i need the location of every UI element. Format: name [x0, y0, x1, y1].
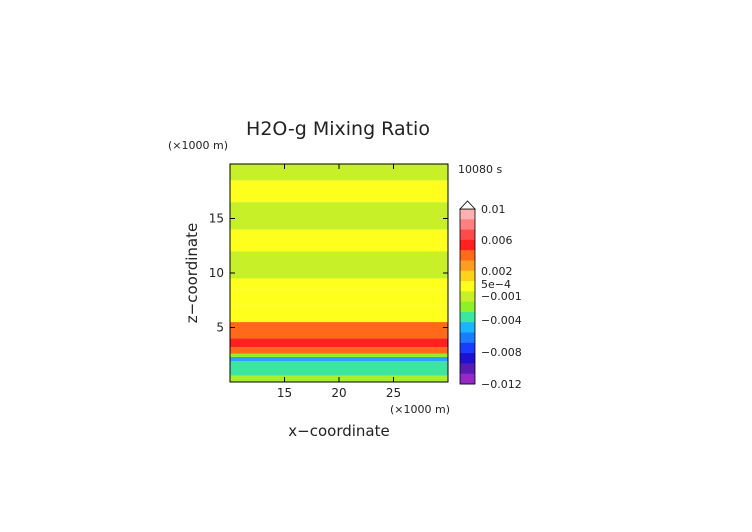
colorbar-arrow [459, 200, 476, 210]
x-axis-ticks: 15 20 25 [277, 164, 401, 400]
colorbar-swatch [460, 270, 475, 282]
colorbar [459, 200, 476, 385]
colorbar-swatch [460, 209, 475, 220]
y-unit-label: (×1000 m) [168, 139, 228, 152]
field-band [230, 356, 448, 362]
colorbar-label: 0.002 [481, 265, 513, 278]
y-tick-label: 15 [209, 212, 224, 226]
colorbar-swatch [460, 229, 475, 241]
field-band [230, 229, 448, 252]
colorbar-swatch [460, 373, 475, 385]
colorbar-swatch [460, 363, 475, 375]
field-band [230, 202, 448, 230]
colorbar-swatch [460, 332, 475, 344]
colorbar-label: −0.012 [481, 378, 522, 391]
colorbar-label: 5e−4 [481, 278, 511, 291]
field-band [230, 289, 448, 306]
y-tick-label: 10 [209, 266, 224, 280]
colorbar-label: −0.008 [481, 346, 522, 359]
colorbar-swatch [460, 260, 475, 272]
colorbar-label: −0.004 [481, 314, 522, 327]
colorbar-label: 0.006 [481, 234, 513, 247]
time-label: 10080 s [458, 163, 502, 176]
y-axis-ticks: 5 10 15 [209, 212, 448, 335]
colorbar-swatch [460, 281, 475, 292]
colorbar-label: 0.01 [481, 203, 506, 216]
colorbar-swatch [460, 311, 475, 323]
chart-title: H2O-g Mixing Ratio [246, 118, 430, 140]
field-band [230, 361, 448, 376]
colorbar-label: −0.001 [481, 290, 522, 303]
y-tick-label: 5 [216, 321, 224, 335]
x-axis-label: x−coordinate [288, 422, 389, 440]
field-band [230, 353, 448, 357]
x-tick-label: 15 [277, 386, 292, 400]
colorbar-swatch [460, 353, 475, 364]
field-band [230, 251, 448, 279]
field-band [230, 338, 448, 348]
x-tick-label: 25 [386, 386, 401, 400]
colorbar-swatch [460, 301, 475, 313]
x-tick-label: 20 [331, 386, 346, 400]
field-band [230, 347, 448, 354]
colorbar-swatch [460, 219, 475, 231]
x-unit-label: (×1000 m) [390, 403, 450, 416]
colorbar-swatch [460, 250, 475, 261]
colorbar-swatch [460, 342, 475, 354]
plot-area [230, 164, 448, 382]
colorbar-swatch [460, 322, 475, 334]
field-band [230, 278, 448, 290]
y-axis-label: z−coordinate [183, 223, 201, 323]
colorbar-swatch [460, 239, 475, 251]
field-band [230, 322, 448, 339]
field-band [230, 305, 448, 323]
colorbar-swatch [460, 291, 475, 303]
field-band [230, 180, 448, 203]
